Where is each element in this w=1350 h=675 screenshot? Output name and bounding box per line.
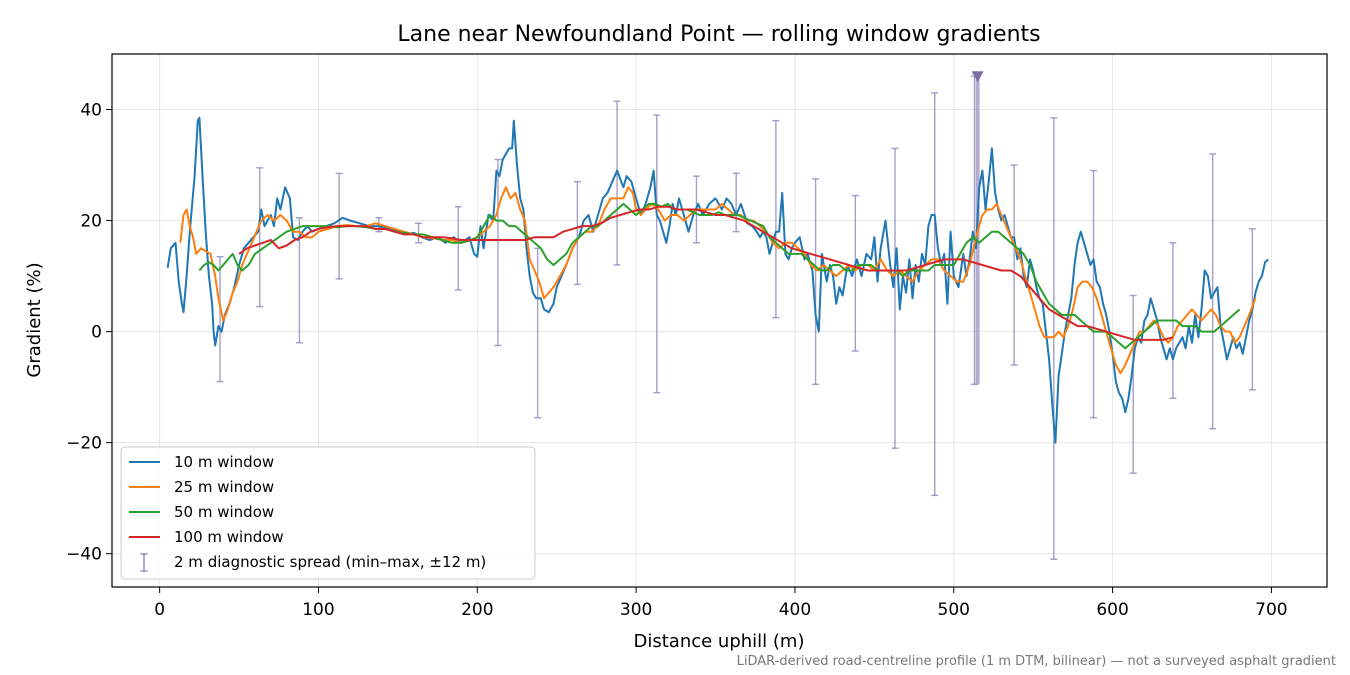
chart-title: Lane near Newfoundland Point — rolling w… — [397, 22, 1040, 47]
series-line-3 — [238, 205, 1174, 341]
x-axis-label: Distance uphill (m) — [634, 631, 805, 652]
y-tick-label: 40 — [80, 101, 102, 121]
legend-label: 2 m diagnostic spread (min–max, ±12 m) — [174, 553, 486, 571]
footnote: LiDAR-derived road-centreline profile (1… — [737, 654, 1336, 669]
legend-label: 100 m window — [174, 528, 284, 546]
x-tick-label: 600 — [1096, 600, 1128, 620]
legend-label: 50 m window — [174, 503, 274, 521]
x-tick-label: 100 — [302, 600, 334, 620]
y-axis-label: Gradient (%) — [24, 262, 45, 377]
y-tick-label: 0 — [91, 323, 102, 343]
x-tick-label: 500 — [938, 600, 970, 620]
legend: 10 m window 25 m window 50 m window 100 m w… — [120, 446, 536, 580]
steepest-marker-triangle — [971, 71, 984, 83]
legend-label: 10 m window — [174, 453, 274, 471]
x-ticks: 0 100 200 300 400 500 600 700 — [154, 587, 1288, 620]
series-line-0 — [166, 116, 1269, 444]
y-tick-label: 20 — [80, 212, 102, 232]
x-tick-label: 0 — [154, 600, 165, 620]
x-tick-label: 200 — [461, 600, 493, 620]
legend-label: 25 m window — [174, 478, 274, 496]
legend-box — [120, 446, 536, 580]
y-ticks: −40 −20 0 20 40 — [66, 101, 112, 565]
x-tick-label: 400 — [779, 600, 811, 620]
y-tick-label: −40 — [66, 545, 102, 565]
x-tick-label: 700 — [1255, 600, 1287, 620]
series-lines — [166, 116, 1269, 444]
plot-frame — [111, 53, 1328, 588]
y-tick-label: −20 — [66, 434, 102, 454]
grid — [112, 54, 1327, 587]
x-tick-label: 300 — [620, 600, 652, 620]
